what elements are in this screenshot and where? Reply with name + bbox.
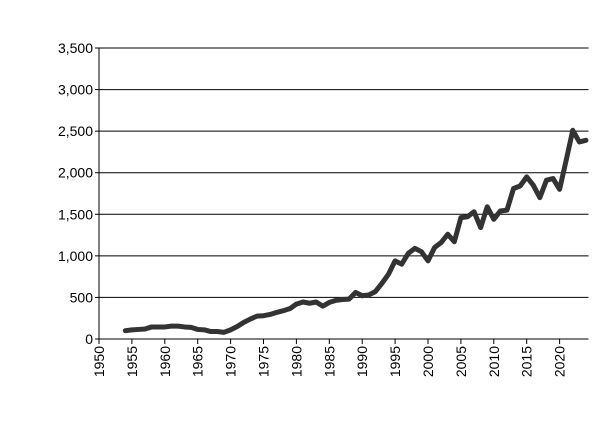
x-tick-label: 1965 (190, 346, 206, 377)
y-tick-label: 2,500 (58, 123, 93, 139)
x-tick-label: 1990 (354, 346, 370, 377)
y-tick-label: 1,500 (58, 206, 93, 222)
x-tick-label: 1985 (321, 346, 337, 377)
y-tick-label: 500 (70, 289, 94, 305)
x-tick-label: 1960 (157, 346, 173, 377)
x-tick-label: 1980 (288, 346, 304, 377)
x-tick-label: 1970 (223, 346, 239, 377)
x-tick-label: 2015 (519, 346, 535, 377)
x-tick-label: 2000 (420, 346, 436, 377)
x-tick-label: 2020 (552, 346, 568, 377)
x-tick-label: 2010 (486, 346, 502, 377)
y-tick-label: 3,500 (58, 40, 93, 56)
y-tick-label: 1,000 (58, 248, 93, 264)
y-tick-label: 3,000 (58, 82, 93, 98)
y-tick-label: 0 (85, 331, 93, 347)
data-line (122, 127, 589, 335)
y-tick-label: 2,000 (58, 165, 93, 181)
x-tick-label: 1950 (91, 346, 107, 377)
x-tick-label: 2005 (453, 346, 469, 377)
x-tick-label: 1975 (256, 346, 272, 377)
x-tick-label: 1995 (387, 346, 403, 377)
x-tick-label: 1955 (124, 346, 140, 377)
